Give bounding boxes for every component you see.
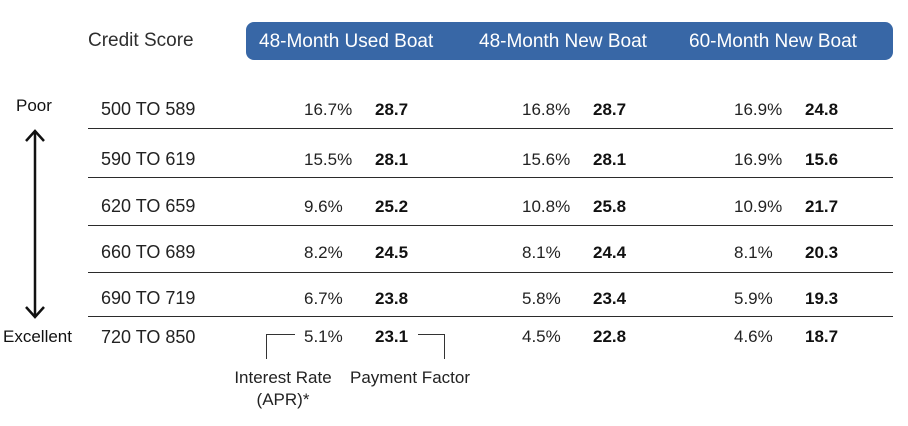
payment-factor-value: 19.3 (805, 289, 839, 308)
apr-value: 16.9% (734, 100, 783, 119)
apr-value: 16.8% (522, 100, 571, 119)
apr-value: 15.5% (304, 150, 353, 169)
apr-value: 9.6% (304, 197, 343, 216)
credit-range: 690 TO 719 (101, 288, 196, 308)
payment-factor-value: 24.8 (805, 100, 839, 119)
payment-factor-value: 25.2 (375, 197, 409, 216)
interest-rate-legend: Interest Rate (APR)* (218, 368, 348, 410)
credit-range: 500 TO 589 (101, 99, 196, 119)
credit-range: 660 TO 689 (101, 242, 196, 262)
apr-value: 4.6% (734, 327, 773, 346)
row-divider (88, 225, 893, 226)
apr-value: 16.7% (304, 100, 353, 119)
row-divider (88, 272, 893, 273)
interest-rate-bracket (266, 334, 295, 359)
apr-value: 4.5% (522, 327, 561, 346)
col-header-48-month-new: 48-Month New Boat (479, 31, 647, 52)
payment-factor-value: 28.1 (593, 150, 627, 169)
apr-value: 16.9% (734, 150, 783, 169)
payment-factor-value: 22.8 (593, 327, 627, 346)
credit-range: 590 TO 619 (101, 149, 196, 169)
scale-excellent-label: Excellent (3, 327, 72, 346)
double-arrow-icon (25, 129, 45, 319)
apr-value: 6.7% (304, 289, 343, 308)
payment-factor-value: 24.5 (375, 243, 409, 262)
credit-score-header: Credit Score (88, 30, 194, 51)
row-divider (88, 128, 893, 129)
apr-value: 8.1% (734, 243, 773, 262)
payment-factor-value: 28.7 (593, 100, 627, 119)
credit-range: 720 TO 850 (101, 327, 196, 347)
apr-value: 5.1% (304, 327, 343, 346)
interest-rate-legend-line2: (APR)* (256, 390, 310, 409)
row-divider (88, 177, 893, 178)
payment-factor-value: 21.7 (805, 197, 839, 216)
payment-factor-value: 18.7 (805, 327, 839, 346)
apr-value: 15.6% (522, 150, 571, 169)
col-header-60-month-new: 60-Month New Boat (689, 31, 857, 52)
scale-poor-label: Poor (16, 96, 52, 115)
payment-factor-value: 23.1 (375, 327, 409, 346)
apr-value: 8.2% (304, 243, 343, 262)
payment-factor-value: 23.8 (375, 289, 409, 308)
payment-factor-value: 25.8 (593, 197, 627, 216)
payment-factor-value: 28.1 (375, 150, 409, 169)
payment-factor-value: 15.6 (805, 150, 839, 169)
credit-range: 620 TO 659 (101, 196, 196, 216)
payment-factor-legend: Payment Factor (350, 368, 470, 387)
apr-value: 10.9% (734, 197, 783, 216)
row-divider (88, 316, 893, 317)
payment-factor-value: 23.4 (593, 289, 627, 308)
apr-value: 10.8% (522, 197, 571, 216)
apr-value: 8.1% (522, 243, 561, 262)
apr-value: 5.9% (734, 289, 773, 308)
payment-factor-value: 24.4 (593, 243, 627, 262)
payment-factor-value: 28.7 (375, 100, 409, 119)
apr-value: 5.8% (522, 289, 561, 308)
interest-rate-legend-line1: Interest Rate (234, 368, 332, 387)
payment-factor-value: 20.3 (805, 243, 839, 262)
col-header-48-month-used: 48-Month Used Boat (259, 31, 434, 52)
payment-factor-bracket (418, 334, 445, 359)
column-header-bar: 48-Month Used Boat 48-Month New Boat 60-… (246, 22, 893, 60)
